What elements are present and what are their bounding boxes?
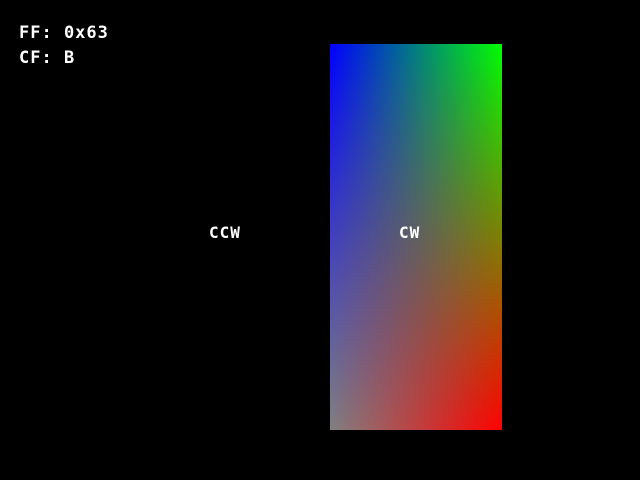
cw-label: CW [399, 223, 421, 242]
front-face-readout: FF: 0x63 [19, 23, 109, 43]
quad-bottom-gradient [330, 44, 502, 430]
ccw-label: CCW [209, 223, 241, 242]
gradient-quad [330, 44, 502, 430]
gradient-quad-canvas [330, 44, 502, 430]
cull-face-readout: CF: B [19, 48, 76, 68]
